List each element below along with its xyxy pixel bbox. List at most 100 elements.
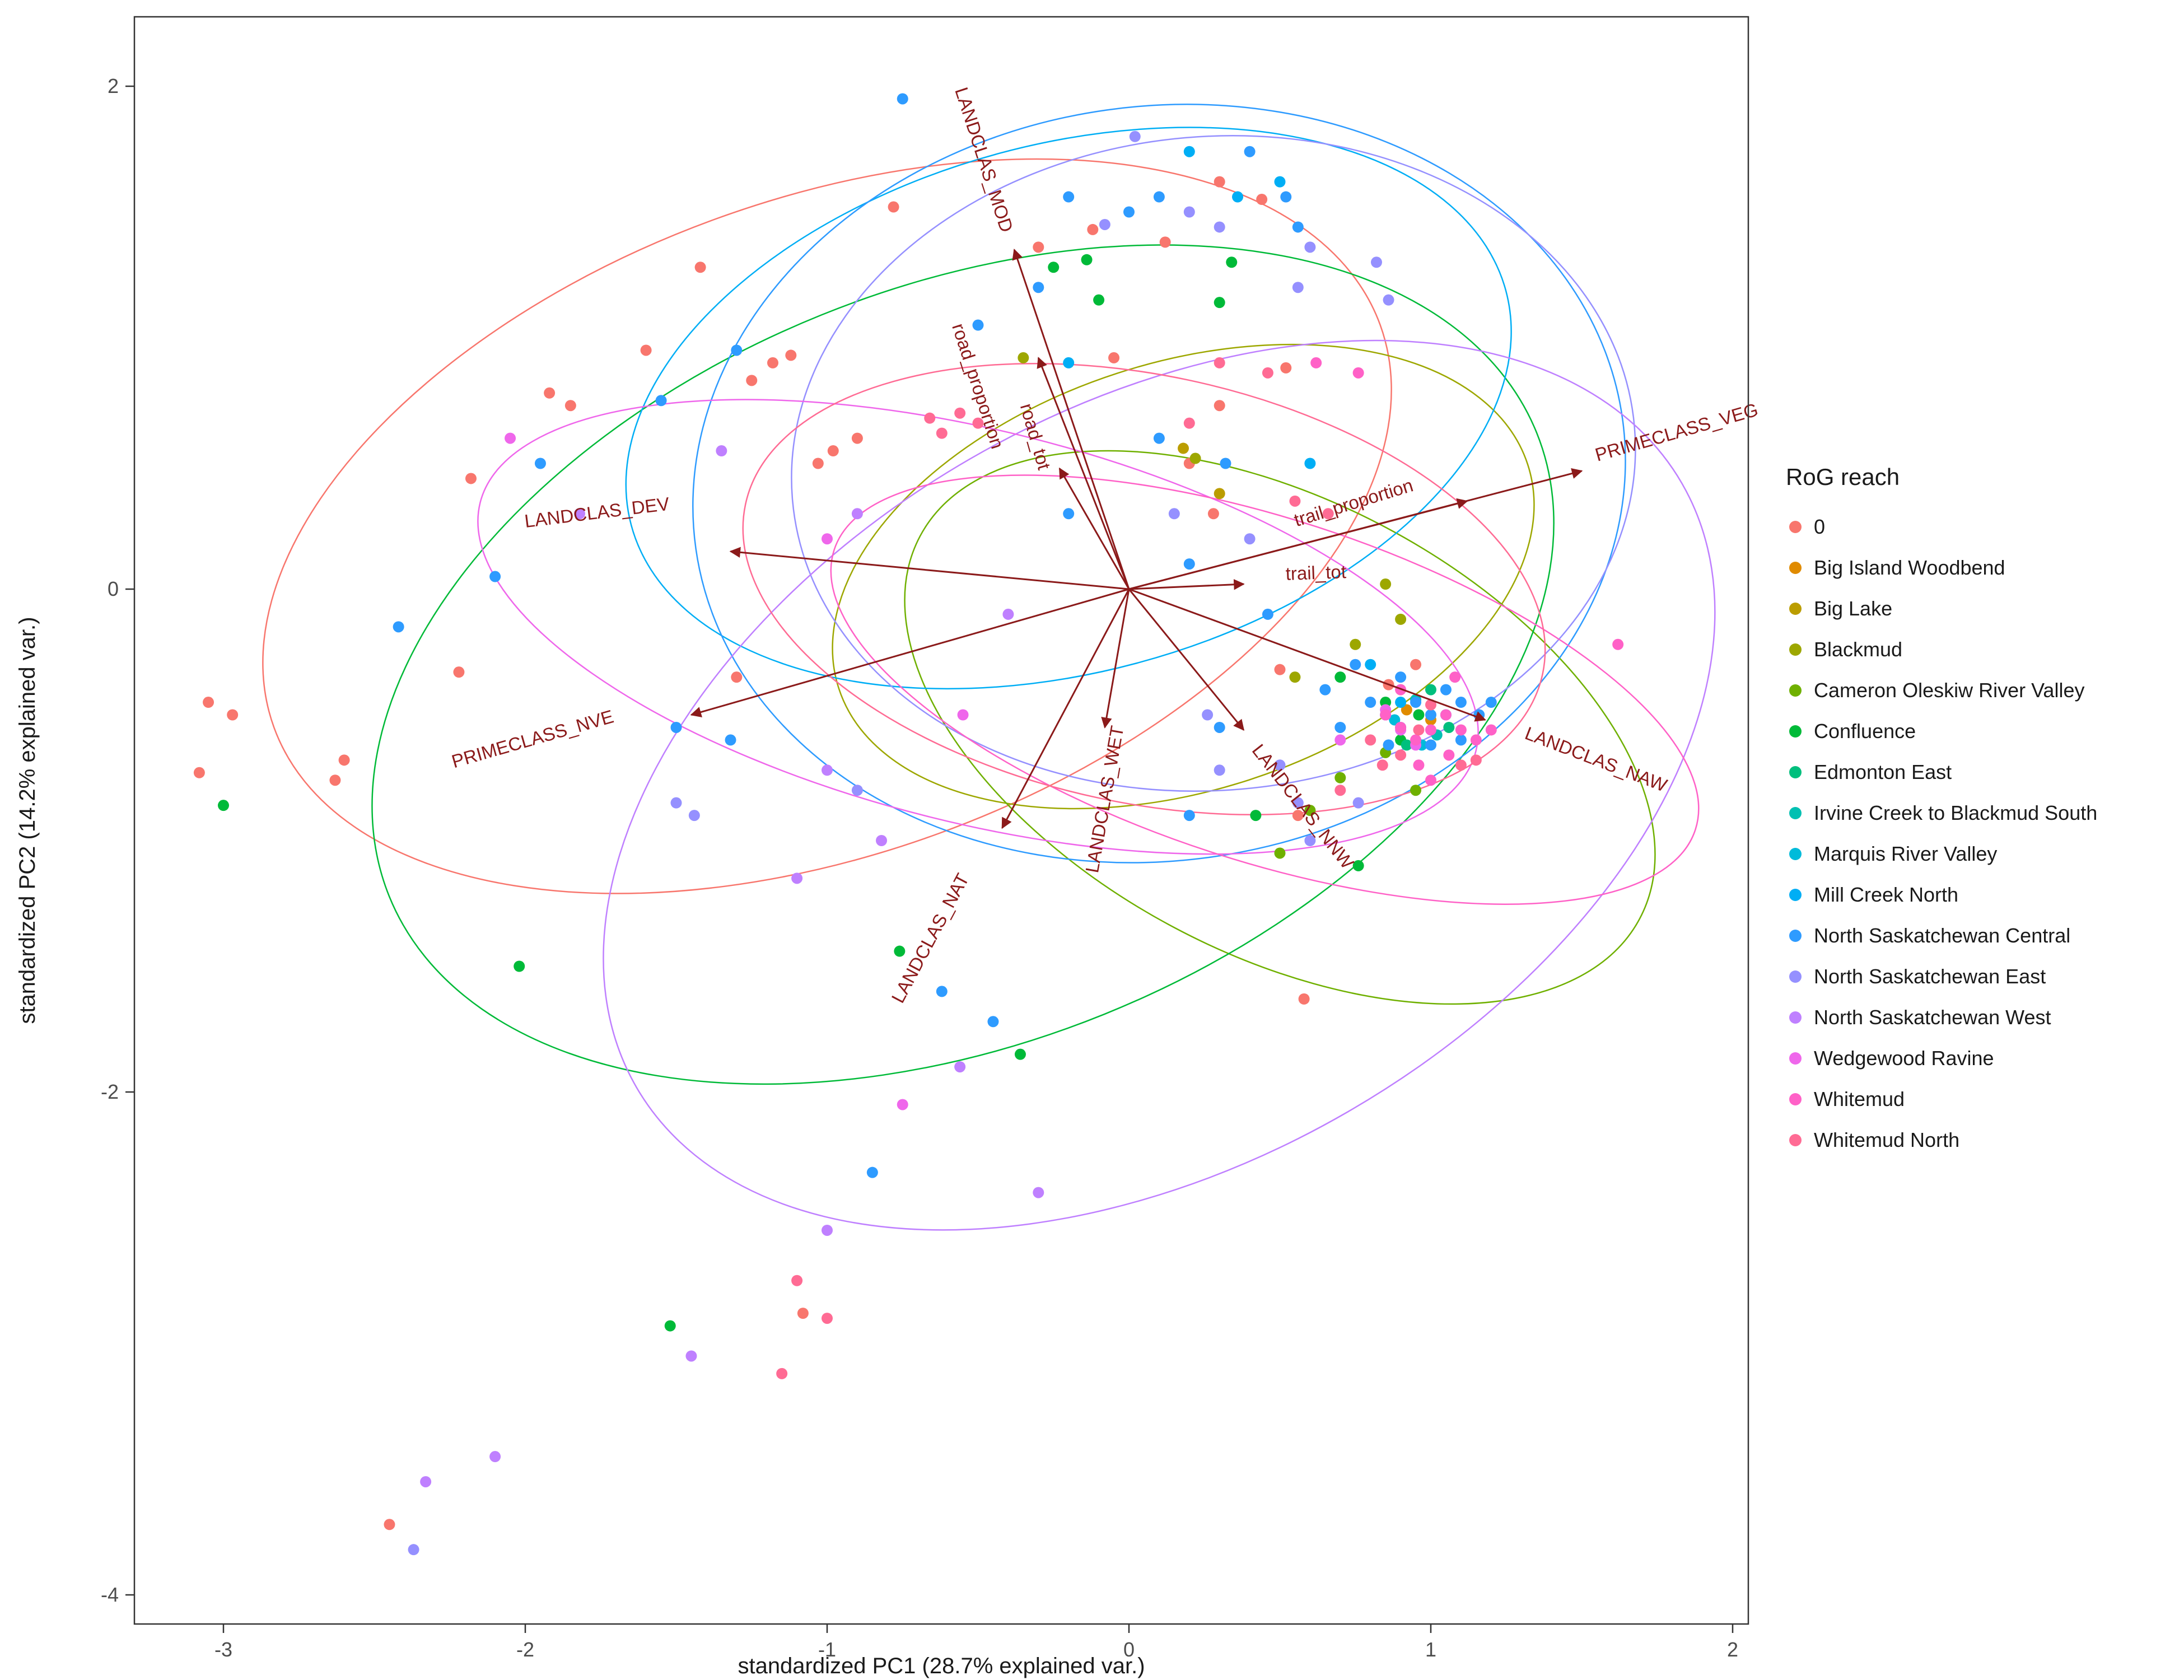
data-point: [1350, 638, 1361, 650]
data-point: [1063, 508, 1075, 520]
loading-arrow: [1128, 589, 1245, 731]
data-point: [1153, 191, 1165, 203]
data-point: [1380, 709, 1392, 721]
data-point: [987, 1016, 999, 1028]
data-point: [420, 1476, 432, 1487]
data-point: [1443, 749, 1455, 761]
data-point: [1322, 508, 1334, 520]
data-point: [655, 395, 667, 407]
y-tick-label: 2: [108, 74, 119, 97]
data-point: [1304, 458, 1316, 469]
data-point: [1425, 699, 1436, 711]
legend-item: Edmonton East: [1784, 752, 2176, 792]
data-point: [1410, 659, 1422, 670]
data-point: [1063, 357, 1075, 368]
x-tick-label: -3: [214, 1638, 232, 1661]
data-point: [1274, 847, 1286, 859]
data-point: [1244, 146, 1256, 157]
legend-key-dot: [1789, 643, 1802, 656]
data-point: [822, 764, 833, 776]
data-point: [1455, 724, 1467, 736]
data-point: [851, 432, 863, 444]
data-point: [776, 1368, 788, 1379]
data-point: [1455, 734, 1467, 746]
data-point: [1292, 282, 1304, 293]
legend-item-label: Mill Creek North: [1814, 883, 1959, 906]
group-ellipse: [830, 474, 1700, 905]
data-point: [1033, 282, 1044, 293]
data-point: [1250, 810, 1262, 822]
data-point: [505, 432, 516, 444]
data-point: [1108, 352, 1120, 363]
data-point: [408, 1544, 419, 1556]
data-point: [1410, 734, 1422, 746]
loading-arrow: [729, 547, 1130, 590]
data-point: [1214, 176, 1225, 188]
data-point: [1214, 721, 1225, 733]
data-point: [218, 800, 229, 811]
data-point: [1410, 785, 1422, 796]
data-point: [1274, 664, 1286, 675]
data-point: [827, 445, 839, 457]
legend-item: Cameron Oleskiw River Valley: [1784, 670, 2176, 711]
group-ellipse: [477, 399, 1479, 855]
legend-item: Marquis River Valley: [1784, 833, 2176, 874]
data-point: [1298, 993, 1310, 1005]
legend-item-label: Blackmud: [1814, 637, 1903, 661]
data-point: [574, 508, 586, 520]
data-point: [1289, 671, 1301, 683]
loading-arrow: [1128, 588, 1486, 722]
data-point: [1425, 684, 1436, 696]
data-point: [1449, 671, 1461, 683]
legend-item: Whitemud North: [1784, 1119, 2176, 1160]
data-point: [1178, 442, 1189, 454]
data-point: [688, 810, 700, 822]
data-point: [670, 797, 682, 809]
loading-arrow: [1012, 249, 1130, 590]
data-point: [1002, 608, 1014, 620]
legend-item-label: 0: [1814, 515, 1826, 538]
data-point: [1395, 749, 1407, 761]
legend-key-dot: [1789, 929, 1802, 942]
y-axis-title: standardized PC2 (14.2% explained var.): [15, 617, 40, 1024]
data-point: [1455, 697, 1467, 708]
data-point: [1123, 206, 1135, 218]
data-point: [1280, 362, 1292, 374]
data-point: [1093, 294, 1105, 306]
legend-item-label: North Saskatchewan East: [1814, 964, 2046, 988]
data-point: [866, 1166, 878, 1178]
data-point: [1232, 191, 1244, 203]
data-point: [1214, 357, 1225, 368]
data-point: [1256, 194, 1268, 206]
data-point: [1159, 236, 1171, 248]
data-point: [894, 945, 906, 957]
data-point: [489, 1451, 501, 1463]
legend-item-label: Cameron Oleskiw River Valley: [1814, 678, 2085, 702]
data-point: [1352, 797, 1364, 809]
group-ellipse: [904, 450, 1656, 1005]
data-point: [1129, 130, 1141, 142]
data-point: [1395, 671, 1407, 683]
data-point: [1220, 458, 1231, 469]
data-point: [1410, 697, 1422, 708]
legend-item-label: Whitemud: [1814, 1087, 1905, 1110]
x-tick-label: 0: [1123, 1638, 1135, 1661]
data-point: [489, 571, 501, 582]
loading-arrow: [1101, 589, 1130, 729]
x-axis-title: standardized PC1 (28.7% explained var.): [738, 1654, 1145, 1678]
data-point: [791, 1275, 803, 1286]
data-point: [1612, 638, 1624, 650]
data-point: [876, 835, 888, 846]
data-point: [1470, 754, 1482, 766]
legend-item: Big Lake: [1784, 588, 2176, 629]
legend-key-dot: [1789, 806, 1802, 819]
data-point: [1048, 262, 1060, 273]
data-point: [1395, 721, 1407, 733]
legend-item: North Saskatchewan Central: [1784, 915, 2176, 956]
legend-key-dot: [1789, 970, 1802, 983]
data-point: [1401, 704, 1412, 716]
data-point: [203, 697, 214, 708]
data-point: [972, 417, 984, 429]
legend-item-label: North Saskatchewan West: [1814, 1005, 2051, 1029]
data-point: [822, 533, 833, 545]
